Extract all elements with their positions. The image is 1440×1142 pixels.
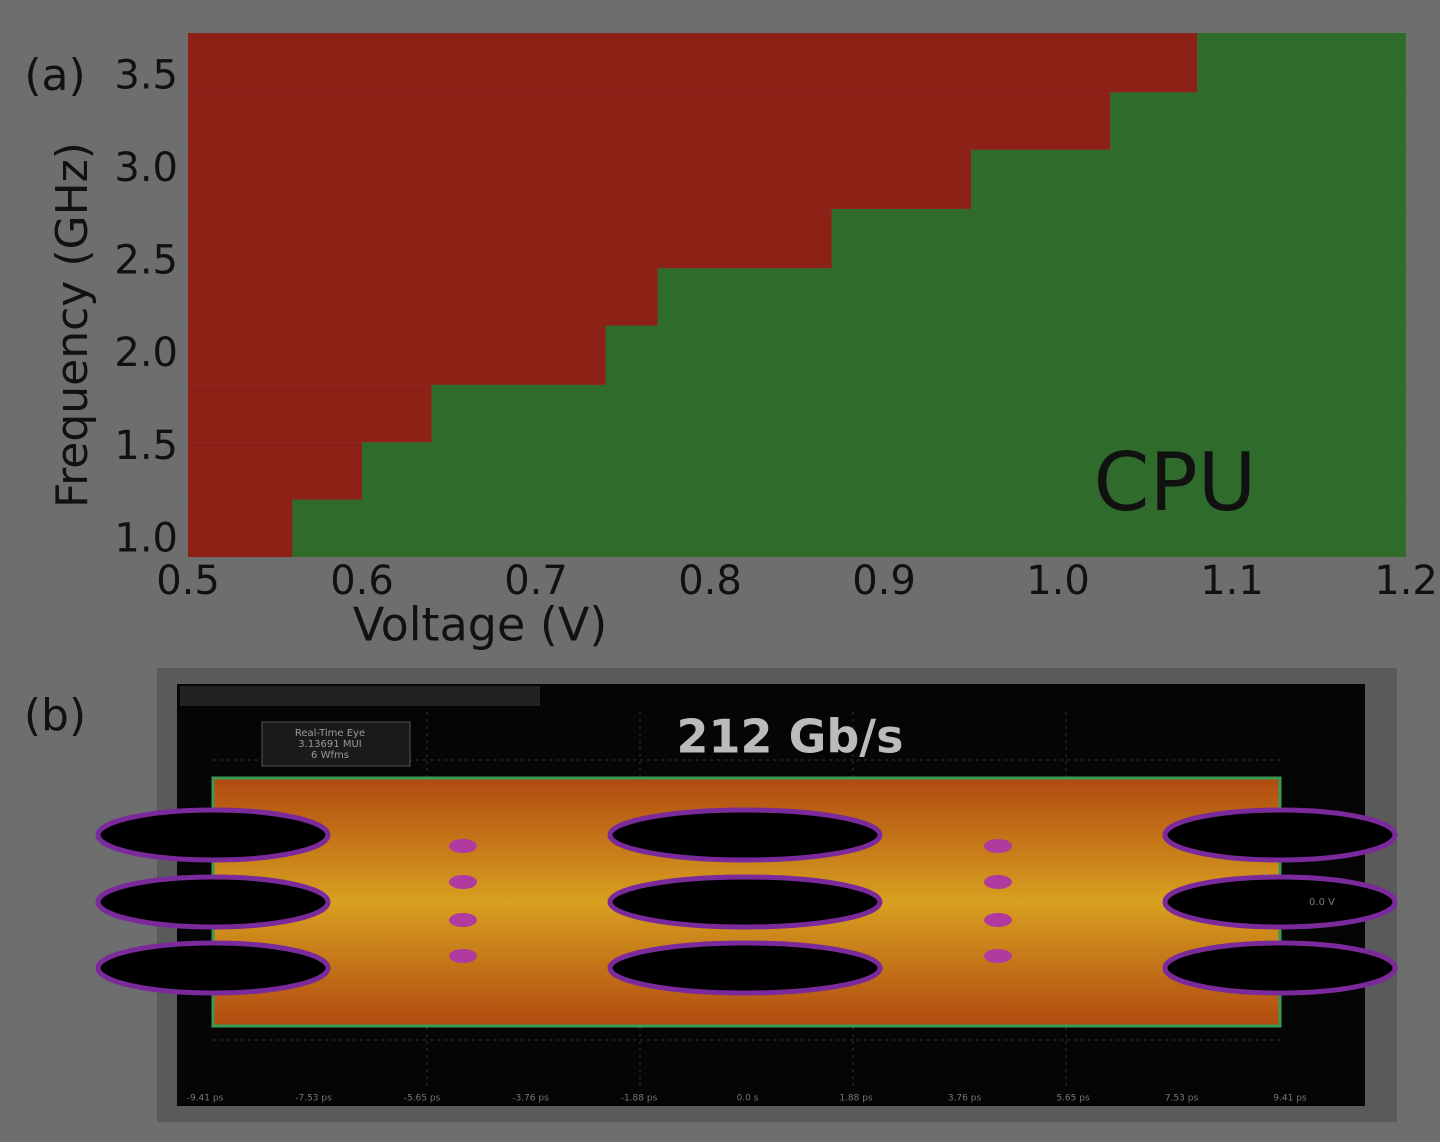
pass-cell (431, 384, 1407, 443)
x-tick-label: 0.6 (330, 558, 394, 604)
info-box (261, 721, 411, 767)
y-tick-label: 2.0 (114, 330, 178, 376)
x-tick-label: 1.1 (1200, 558, 1264, 604)
pass-cell (292, 499, 1406, 557)
x-tick-label: 1.0 (1026, 558, 1090, 604)
time-label: -3.76 ps (512, 1094, 549, 1104)
info-text: 6 Wfms (311, 750, 349, 761)
x-tick-label: 1.2 (1374, 558, 1438, 604)
fail-cell (188, 268, 658, 326)
time-label: 3.76 ps (948, 1094, 982, 1104)
x-tick-label: 0.7 (504, 558, 568, 604)
panel-label: (b) (24, 690, 86, 741)
annotation: CPU (1094, 436, 1257, 529)
fail-cell (188, 499, 293, 557)
fail-cell (188, 149, 971, 209)
time-label: 1.88 ps (839, 1094, 873, 1104)
y-axis-label: Frequency (GHz) (47, 142, 98, 508)
pass-cell (971, 149, 1406, 209)
pass-cell (657, 268, 1406, 326)
y-tick-label: 2.5 (114, 238, 178, 284)
pass-cell (362, 442, 1406, 500)
x-tick-label: 0.5 (156, 558, 220, 604)
time-label: 7.53 ps (1165, 1094, 1199, 1104)
time-label: 0.0 s (737, 1094, 759, 1104)
time-label: -5.65 ps (404, 1094, 441, 1104)
panel-label: (a) (24, 50, 85, 101)
pass-cell (1197, 33, 1406, 93)
fail-cell (188, 208, 832, 269)
y-tick-label: 3.5 (114, 52, 178, 98)
pass-cell (1110, 92, 1406, 150)
x-axis-label: Voltage (V) (353, 598, 608, 652)
time-label: -1.88 ps (621, 1094, 658, 1104)
info-text: Real-Time Eye (295, 728, 365, 739)
time-label: -7.53 ps (295, 1094, 332, 1104)
x-tick-label: 0.9 (852, 558, 916, 604)
crossings (449, 839, 1012, 963)
y-tick-label: 1.5 (114, 423, 178, 469)
voltage-label: 0.0 V (1309, 897, 1335, 908)
info-text: 3.13691 MUI (298, 739, 361, 750)
eye-screenshot: 212 Gb/s 0.0 V (95, 668, 1398, 1122)
fail-cell (188, 33, 1198, 93)
fail-cell (188, 442, 362, 500)
pass-cell (605, 325, 1406, 385)
toolbar (180, 686, 540, 706)
eye-title: 212 Gb/s (677, 710, 904, 764)
shmoo-plot (188, 33, 1407, 557)
time-label: 5.65 ps (1056, 1094, 1090, 1104)
y-tick-label: 1.0 (114, 515, 178, 561)
eye-openings (95, 807, 1398, 996)
time-label: -9.41 ps (187, 1094, 224, 1104)
time-label: 9.41 ps (1273, 1094, 1307, 1104)
y-tick-label: 3.0 (114, 145, 178, 191)
x-tick-label: 0.8 (678, 558, 742, 604)
fail-cell (188, 325, 606, 385)
pass-cell (831, 208, 1406, 269)
fail-cell (188, 384, 432, 443)
fail-cell (188, 92, 1111, 150)
